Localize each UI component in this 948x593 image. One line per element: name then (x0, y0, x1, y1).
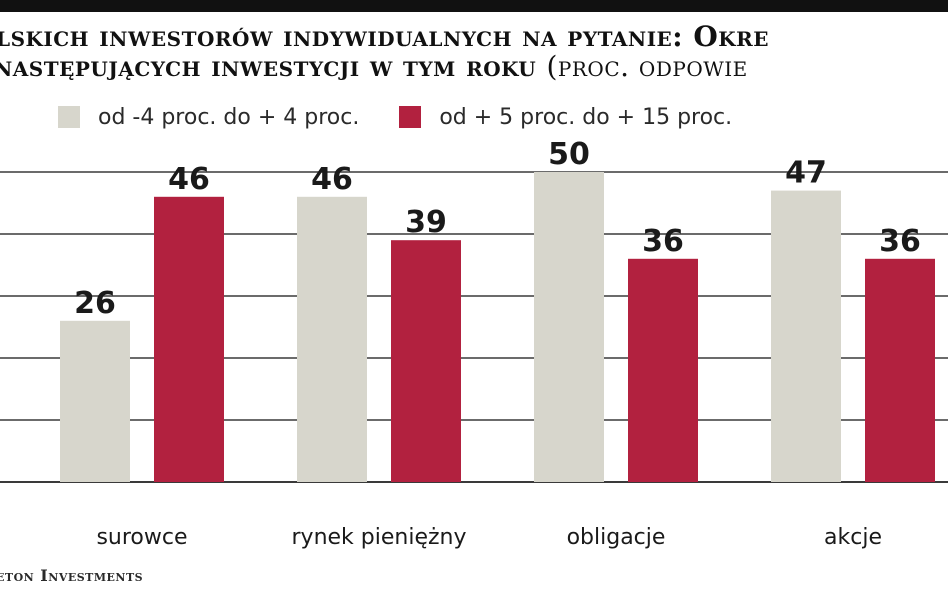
legend-label-series-1: od -4 proc. do + 4 proc. (98, 104, 360, 130)
data-label: 26 (74, 286, 116, 321)
chart-title-line-2-text: następujących inwestycji w tym roku (0, 50, 537, 83)
bar (154, 196, 224, 483)
bar (865, 258, 935, 482)
legend-swatch-series-2 (399, 106, 422, 128)
chart-title-line-1: lskich inwestorów indywidualnych na pyta… (0, 20, 770, 53)
x-tick-label: akcje (824, 525, 882, 550)
x-tick-label: obligacje (567, 525, 666, 550)
bar (628, 258, 698, 482)
data-label: 36 (879, 224, 921, 259)
legend-label-series-2: od + 5 proc. do + 15 proc. (439, 104, 733, 130)
data-label: 47 (785, 156, 827, 191)
data-label: 46 (311, 162, 353, 197)
bar (771, 190, 841, 482)
bar (297, 196, 367, 483)
source-note: eton Investments (0, 566, 144, 585)
bar (534, 172, 604, 482)
data-label: 36 (642, 224, 684, 259)
chart-title-note: (proc. odpowie (546, 50, 748, 83)
top-rule (0, 0, 948, 12)
x-tick-label: rynek pieniężny (292, 525, 467, 550)
bar (60, 320, 130, 482)
legend-item-series-1: od -4 proc. do + 4 proc. (58, 105, 359, 130)
legend-item-series-2: od + 5 proc. do + 15 proc. (399, 105, 732, 130)
data-label: 39 (405, 205, 447, 240)
bar (391, 240, 461, 482)
x-tick-label: surowce (96, 525, 187, 550)
chart-title-line-2: następujących inwestycji w tym roku (pro… (0, 52, 748, 82)
legend: od -4 proc. do + 4 proc. od + 5 proc. do… (58, 102, 772, 132)
legend-swatch-series-1 (58, 106, 80, 128)
data-label: 46 (168, 162, 210, 197)
bar-chart: e2646surowce4639rynek pieniężny5036oblig… (0, 140, 948, 550)
data-label: 50 (548, 140, 590, 172)
